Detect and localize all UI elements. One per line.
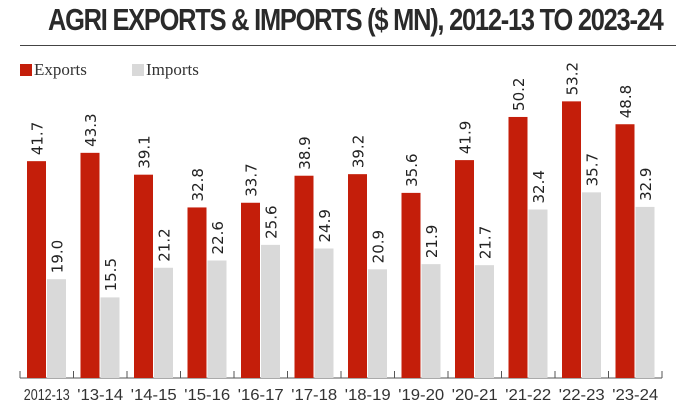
bar-exports (27, 161, 46, 378)
bar-imports (261, 244, 280, 378)
data-label-imports: 22.6 (209, 221, 227, 254)
x-tick-label: '20-21 (452, 387, 498, 404)
x-tick-label: '13-14 (77, 387, 123, 404)
bar-imports (100, 297, 120, 378)
x-tick-label: '15-16 (184, 387, 230, 404)
bar-exports (241, 202, 260, 378)
data-label-imports: 32.9 (637, 168, 655, 201)
data-label-imports: 15.5 (102, 258, 120, 291)
bar-imports (154, 267, 173, 378)
bar-imports (47, 279, 66, 378)
data-label-exports: 39.1 (136, 135, 154, 168)
x-tick-label: '21-22 (505, 387, 551, 404)
data-label-imports: 24.9 (316, 209, 334, 242)
bar-imports (582, 192, 601, 378)
legend-exports: Exports (20, 60, 87, 80)
bar-exports (294, 175, 314, 378)
x-tick-label: '16-17 (238, 387, 284, 404)
x-tick-label: '17-18 (291, 387, 337, 404)
data-label-imports: 21.2 (156, 228, 174, 261)
bar-exports (134, 174, 153, 378)
data-label-exports: 53.2 (564, 62, 582, 95)
data-label-imports: 25.6 (263, 205, 281, 238)
legend-imports: Imports (132, 60, 199, 80)
bar-imports (475, 265, 494, 378)
data-label-imports: 32.4 (530, 170, 548, 203)
data-label-exports: 38.9 (296, 136, 314, 169)
bar-imports (528, 209, 548, 378)
bar-exports (508, 116, 528, 379)
data-label-exports: 41.7 (29, 122, 47, 155)
x-tick-label: '14-15 (131, 387, 177, 404)
x-tick-label: '19-20 (398, 387, 444, 404)
legend-label-exports: Exports (34, 60, 87, 79)
bar-imports (635, 206, 655, 378)
legend-swatch-exports (20, 64, 32, 76)
bar-exports (455, 160, 474, 378)
legend-label-imports: Imports (146, 60, 199, 79)
bar-exports (562, 101, 581, 379)
bar-imports (314, 248, 334, 378)
bar-exports (615, 124, 635, 379)
bar-imports (368, 269, 387, 378)
data-label-exports: 32.8 (189, 168, 207, 201)
data-label-exports: 39.2 (350, 135, 368, 168)
bar-imports (421, 264, 441, 378)
x-tick-label: '18-19 (345, 387, 391, 404)
data-label-exports: 35.6 (403, 153, 421, 186)
bar-exports (348, 174, 367, 378)
data-label-imports: 19.0 (49, 240, 67, 273)
bar-exports (187, 207, 207, 378)
data-label-imports: 35.7 (584, 153, 602, 186)
x-tick-label: '22-23 (559, 387, 605, 404)
data-label-exports: 50.2 (510, 78, 528, 111)
title-divider (20, 45, 676, 46)
bar-exports (80, 152, 100, 378)
data-label-exports: 41.9 (457, 121, 475, 154)
data-label-exports: 48.8 (617, 85, 635, 118)
data-label-exports: 43.3 (82, 113, 100, 146)
data-label-exports: 33.7 (243, 163, 261, 196)
chart-title: AGRI EXPORTS & IMPORTS ($ MN), 2012-13 T… (48, 2, 664, 37)
data-label-imports: 21.7 (477, 226, 495, 259)
x-tick-label: 2012-13 (24, 387, 70, 404)
data-label-imports: 20.9 (370, 230, 388, 263)
bar-exports (401, 192, 421, 378)
x-tick-label: '23-24 (612, 387, 658, 404)
legend-swatch-imports (132, 64, 144, 76)
data-label-imports: 21.9 (423, 225, 441, 258)
bar-imports (207, 260, 227, 378)
